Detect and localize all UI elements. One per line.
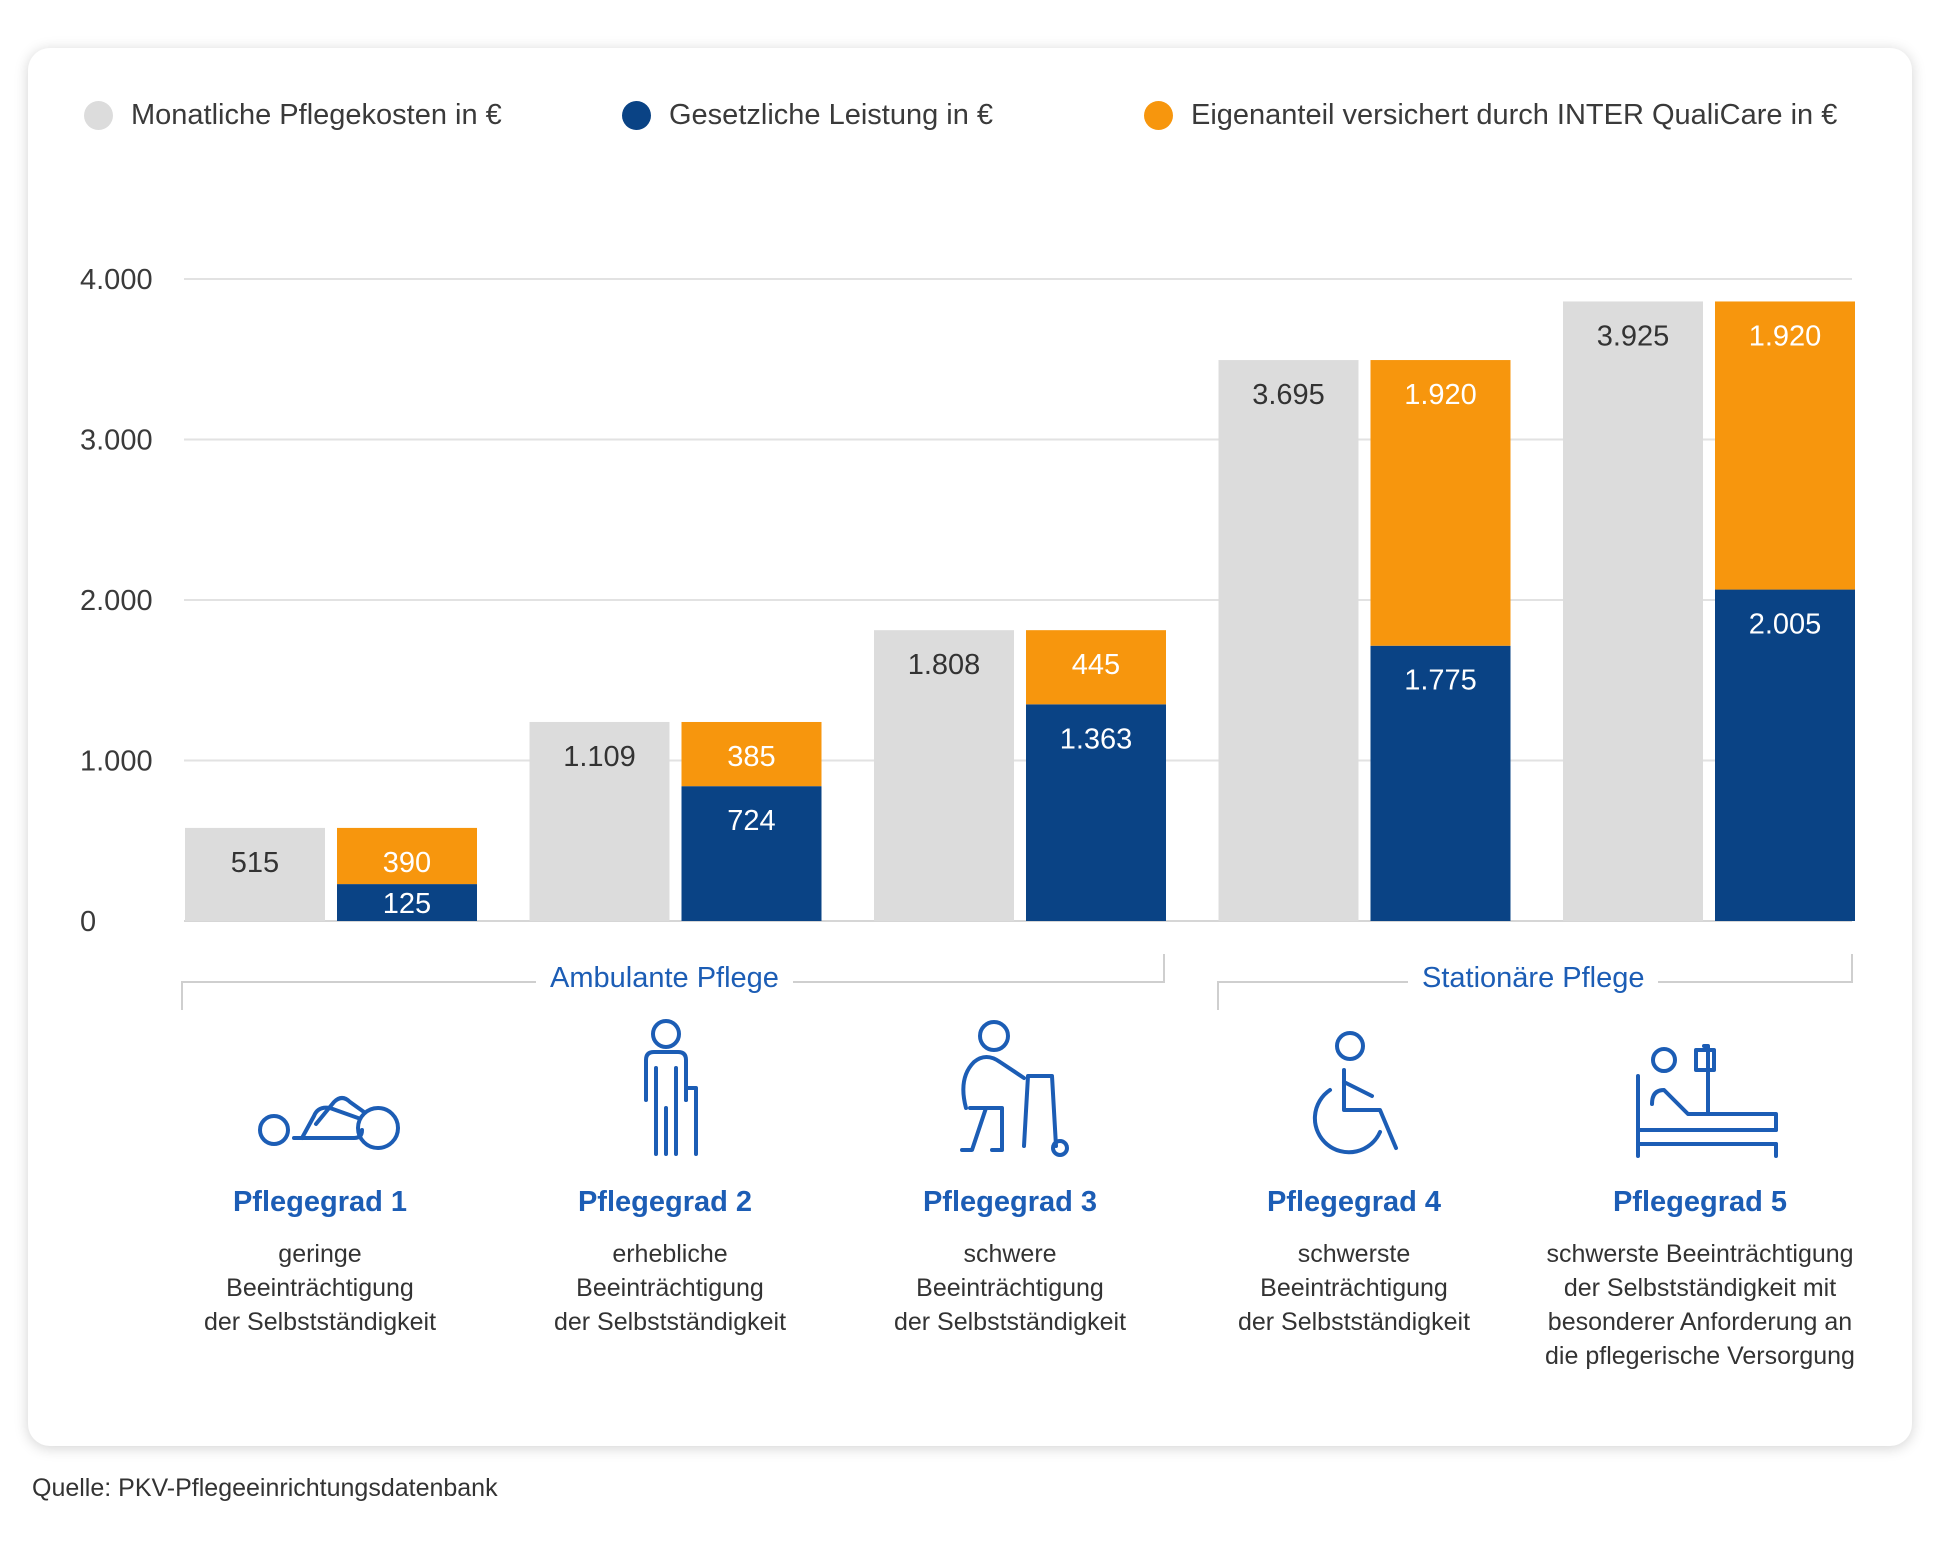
bar-label-statutory: 724 xyxy=(727,805,775,837)
bar-costs xyxy=(185,827,325,921)
bar-label-costs: 515 xyxy=(231,847,279,879)
bar-own-share xyxy=(1026,630,1166,705)
level-title-2: Pflegegrad 2 xyxy=(577,1186,753,1218)
bar-statutory xyxy=(1370,645,1511,921)
level-title-5: Pflegegrad 5 xyxy=(1612,1186,1788,1218)
data-labels: 0 1.000 2.000 3.000 4.000 515 125 390 1.109 724 38… xyxy=(80,264,1821,938)
legend-item-costs: Monatliche Pflegekosten in € xyxy=(84,95,502,135)
legend-swatch-own-share xyxy=(1144,100,1173,130)
bar-label-costs: 1.808 xyxy=(908,649,981,681)
bar-statutory xyxy=(1026,704,1166,921)
bars xyxy=(185,301,1855,922)
bar-label-own-share: 445 xyxy=(1072,649,1120,681)
bar-label-statutory: 125 xyxy=(383,888,431,920)
level-desc-line: Beeinträchtigung xyxy=(1260,1274,1448,1302)
level-desc-5: schwerste Beeinträchtigung der Selbststä… xyxy=(1530,1237,1870,1373)
patient-bed-icon xyxy=(1636,1044,1778,1158)
bar-statutory xyxy=(681,786,822,921)
bar-label-statutory: 2.005 xyxy=(1749,609,1822,641)
legend: Monatliche Pflegekosten in € Gesetzliche… xyxy=(84,95,1860,135)
section-label-ambulant: Ambulante Pflege xyxy=(536,962,793,995)
y-tick-label: 1.000 xyxy=(80,746,153,778)
bar-label-costs: 3.695 xyxy=(1252,379,1325,411)
legend-item-statutory: Gesetzliche Leistung in € xyxy=(622,95,993,135)
bar-label-statutory: 1.363 xyxy=(1060,723,1133,755)
bar-statutory xyxy=(1715,589,1855,921)
legend-swatch-statutory xyxy=(622,100,651,130)
bar-costs xyxy=(1563,301,1703,922)
wheelchair-icon xyxy=(1312,1031,1398,1155)
level-desc-line: der Selbstständigkeit xyxy=(553,1308,787,1336)
level-desc-line: der Selbstständigkeit mit xyxy=(1563,1274,1837,1302)
level-desc-4: schwerste Beeinträchtigung der Selbststä… xyxy=(1184,1237,1524,1339)
level-title-4: Pflegegrad 4 xyxy=(1266,1186,1442,1218)
source-note: Quelle: PKV-Pflegeeinrichtungsdatenbank xyxy=(32,1474,498,1502)
level-desc-line: besonderer Anforderung an xyxy=(1547,1308,1853,1336)
level-desc-line: schwerste Beeinträchtigung xyxy=(1546,1240,1854,1268)
legend-label-own-share: Eigenanteil versichert durch INTER Quali… xyxy=(1191,98,1838,131)
bar-costs xyxy=(874,630,1014,921)
level-desc-3: schwere Beeinträchtigung der Selbstständ… xyxy=(840,1237,1180,1339)
bar-label-own-share: 390 xyxy=(383,847,431,879)
legend-label-statutory: Gesetzliche Leistung in € xyxy=(669,98,994,131)
level-desc-line: der Selbstständigkeit xyxy=(893,1308,1127,1336)
level-desc-line: schwerste xyxy=(1297,1240,1411,1268)
bar-label-own-share: 385 xyxy=(727,741,775,773)
bar-own-share xyxy=(681,721,822,787)
section-label-stationaer: Stationäre Pflege xyxy=(1408,962,1659,995)
bar-label-statutory: 1.775 xyxy=(1404,665,1477,697)
legend-item-own-share: Eigenanteil versichert durch INTER Quali… xyxy=(1144,95,1837,135)
level-desc-2: erhebliche Beeinträchtigung der Selbstst… xyxy=(500,1237,840,1339)
level-title-3: Pflegegrad 3 xyxy=(922,1186,1098,1218)
y-tick-label: 2.000 xyxy=(80,585,153,617)
y-tick-label: 0 xyxy=(80,906,96,938)
legend-swatch-costs xyxy=(84,100,113,130)
level-desc-line: die pflegerische Versorgung xyxy=(1545,1342,1855,1370)
bar-label-costs: 3.925 xyxy=(1597,320,1670,352)
bar-costs xyxy=(529,721,670,921)
level-desc-line: Beeinträchtigung xyxy=(576,1274,764,1302)
bar-label-own-share: 1.920 xyxy=(1749,320,1822,352)
bar-costs xyxy=(1218,360,1359,921)
lying-person-icon xyxy=(258,1096,400,1150)
bar-own-share xyxy=(337,827,477,885)
bar-own-share xyxy=(1370,360,1511,646)
y-tick-label: 3.000 xyxy=(80,425,153,457)
level-desc-line: der Selbstständigkeit xyxy=(1237,1308,1471,1336)
level-desc-line: schwere xyxy=(963,1240,1057,1268)
bar-own-share xyxy=(1715,301,1855,590)
level-desc-line: der Selbstständigkeit xyxy=(203,1308,437,1336)
bar-label-costs: 1.109 xyxy=(563,741,636,773)
legend-label-costs: Monatliche Pflegekosten in € xyxy=(131,98,502,131)
bar-statutory xyxy=(337,884,477,921)
person-with-walker-icon xyxy=(960,1020,1069,1157)
y-tick-label: 4.000 xyxy=(80,264,153,296)
level-title-1: Pflegegrad 1 xyxy=(232,1186,408,1218)
level-desc-1: geringe Beeinträchtigung der Selbstständ… xyxy=(150,1237,490,1339)
level-desc-line: Beeinträchtigung xyxy=(226,1274,414,1302)
level-desc-line: erhebliche xyxy=(612,1240,728,1268)
level-desc-line: geringe xyxy=(278,1240,362,1268)
bar-label-own-share: 1.920 xyxy=(1404,379,1477,411)
standing-person-cane-icon xyxy=(644,1019,698,1156)
level-desc-line: Beeinträchtigung xyxy=(916,1274,1104,1302)
